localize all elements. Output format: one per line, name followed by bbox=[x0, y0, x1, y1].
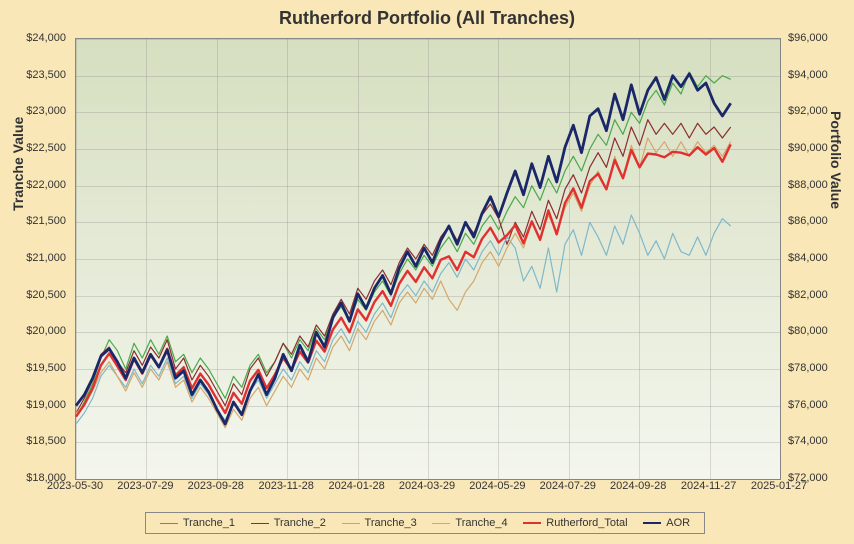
legend-item: Tranche_3 bbox=[342, 517, 417, 529]
y-left-tick: $21,500 bbox=[6, 215, 66, 227]
y-left-tick: $23,500 bbox=[6, 69, 66, 81]
y-right-tick: $86,000 bbox=[788, 215, 848, 227]
legend-swatch bbox=[643, 522, 661, 524]
legend-item: Rutherford_Total bbox=[523, 517, 627, 529]
y-right-tick: $96,000 bbox=[788, 32, 848, 44]
legend-item: Tranche_2 bbox=[251, 517, 326, 529]
y-axis-right-label: Portfolio Value bbox=[828, 111, 844, 209]
y-right-tick: $84,000 bbox=[788, 252, 848, 264]
chart-container: Rutherford Portfolio (All Tranches) $18,… bbox=[0, 0, 854, 544]
y-right-tick: $94,000 bbox=[788, 69, 848, 81]
y-left-tick: $20,500 bbox=[6, 289, 66, 301]
legend-swatch bbox=[523, 522, 541, 524]
y-right-tick: $82,000 bbox=[788, 289, 848, 301]
x-tick: 2023-11-28 bbox=[258, 480, 313, 492]
x-tick: 2024-01-28 bbox=[328, 480, 384, 492]
legend-label: AOR bbox=[666, 517, 690, 529]
x-tick: 2025-01-27 bbox=[751, 480, 807, 492]
series-Tranche_3 bbox=[76, 215, 731, 424]
y-left-tick: $21,000 bbox=[6, 252, 66, 264]
y-right-tick: $76,000 bbox=[788, 399, 848, 411]
legend-swatch bbox=[432, 523, 450, 524]
x-tick: 2023-09-28 bbox=[188, 480, 244, 492]
y-left-tick: $20,000 bbox=[6, 325, 66, 337]
x-tick: 2024-09-28 bbox=[610, 480, 666, 492]
x-tick: 2024-07-29 bbox=[540, 480, 596, 492]
legend-item: Tranche_4 bbox=[432, 517, 507, 529]
plot-area bbox=[75, 38, 781, 480]
legend-label: Tranche_1 bbox=[183, 517, 235, 529]
legend-label: Tranche_3 bbox=[365, 517, 417, 529]
y-axis-left-label: Tranche Value bbox=[10, 117, 26, 211]
y-left-tick: $23,000 bbox=[6, 105, 66, 117]
legend-item: AOR bbox=[643, 517, 690, 529]
x-axis: 2023-05-302023-07-292023-09-282023-11-28… bbox=[75, 478, 779, 498]
x-tick: 2024-03-29 bbox=[399, 480, 455, 492]
legend-label: Rutherford_Total bbox=[546, 517, 627, 529]
chart-title: Rutherford Portfolio (All Tranches) bbox=[0, 0, 854, 29]
legend-label: Tranche_4 bbox=[455, 517, 507, 529]
legend-swatch bbox=[251, 523, 269, 524]
y-right-tick: $78,000 bbox=[788, 362, 848, 374]
series-lines bbox=[76, 39, 780, 479]
series-AOR bbox=[76, 74, 731, 424]
y-left-tick: $24,000 bbox=[6, 32, 66, 44]
x-tick: 2024-11-27 bbox=[681, 480, 736, 492]
legend: Tranche_1 Tranche_2 Tranche_3 Tranche_4 Ruth… bbox=[145, 512, 705, 534]
series-Tranche_4 bbox=[76, 138, 731, 428]
y-left-tick: $19,000 bbox=[6, 399, 66, 411]
legend-label: Tranche_2 bbox=[274, 517, 326, 529]
y-axis-right: $72,000$74,000$76,000$78,000$80,000$82,0… bbox=[782, 38, 854, 478]
legend-item: Tranche_1 bbox=[160, 517, 235, 529]
x-tick: 2023-05-30 bbox=[47, 480, 103, 492]
legend-swatch bbox=[342, 523, 360, 524]
legend-swatch bbox=[160, 523, 178, 524]
x-tick: 2023-07-29 bbox=[117, 480, 173, 492]
y-left-tick: $19,500 bbox=[6, 362, 66, 374]
x-tick: 2024-05-29 bbox=[469, 480, 525, 492]
y-right-tick: $74,000 bbox=[788, 435, 848, 447]
y-axis-left: $18,000$18,500$19,000$19,500$20,000$20,5… bbox=[0, 38, 72, 478]
y-right-tick: $80,000 bbox=[788, 325, 848, 337]
y-left-tick: $18,500 bbox=[6, 435, 66, 447]
